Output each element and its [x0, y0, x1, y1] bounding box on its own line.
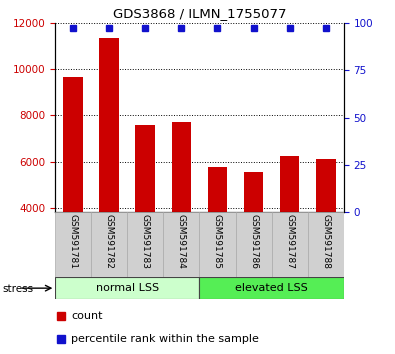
Text: GSM591783: GSM591783	[141, 215, 150, 269]
Bar	[316, 159, 335, 212]
Bar	[91, 212, 127, 278]
Text: percentile rank within the sample: percentile rank within the sample	[71, 333, 259, 343]
Bar	[272, 212, 308, 278]
Bar	[164, 212, 199, 278]
Bar	[100, 38, 119, 212]
Bar	[127, 212, 164, 278]
Bar	[308, 212, 344, 278]
Text: stress: stress	[2, 284, 33, 294]
Text: GSM591781: GSM591781	[69, 215, 78, 269]
Text: elevated LSS: elevated LSS	[235, 283, 308, 293]
Text: GSM591788: GSM591788	[321, 215, 330, 269]
Bar	[235, 212, 272, 278]
Bar	[55, 212, 91, 278]
Text: GSM591782: GSM591782	[105, 215, 114, 269]
Bar	[55, 277, 199, 299]
Text: GSM591784: GSM591784	[177, 215, 186, 269]
Title: GDS3868 / ILMN_1755077: GDS3868 / ILMN_1755077	[113, 7, 286, 21]
Text: GSM591785: GSM591785	[213, 215, 222, 269]
Text: GSM591786: GSM591786	[249, 215, 258, 269]
Text: normal LSS: normal LSS	[96, 283, 159, 293]
Bar	[244, 172, 263, 212]
Bar	[199, 277, 344, 299]
Bar	[199, 212, 235, 278]
Bar	[135, 125, 155, 212]
Bar	[64, 77, 83, 212]
Bar	[280, 156, 299, 212]
Text: GSM591787: GSM591787	[285, 215, 294, 269]
Bar	[208, 167, 228, 212]
Text: count: count	[71, 311, 103, 321]
Bar	[171, 122, 191, 212]
